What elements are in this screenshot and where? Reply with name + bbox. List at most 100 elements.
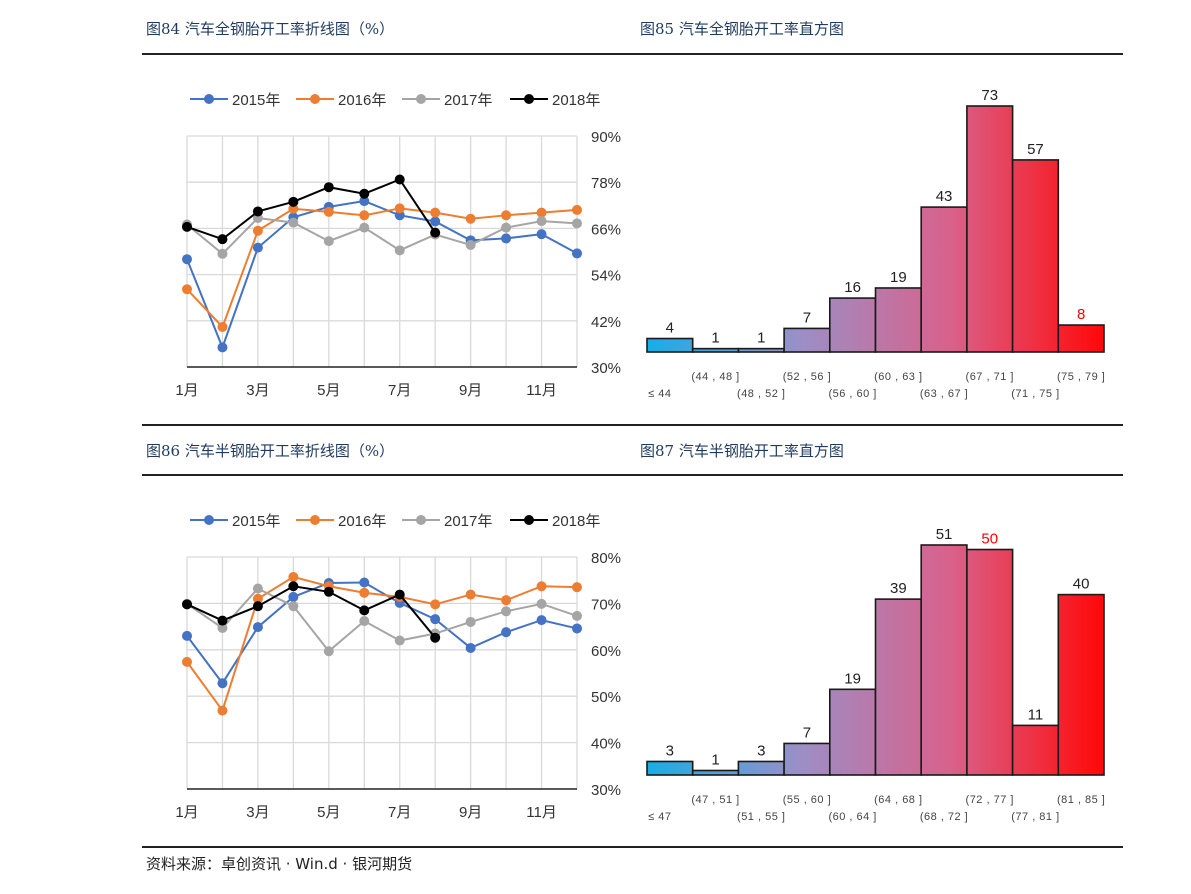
data-point bbox=[217, 342, 228, 353]
category-label: (75 , 79 ] bbox=[1057, 371, 1105, 383]
data-point bbox=[501, 627, 512, 638]
data-point bbox=[430, 227, 441, 238]
x-tick-label: 11月 bbox=[526, 382, 557, 399]
data-point bbox=[217, 622, 228, 633]
histogram-bar bbox=[646, 337, 694, 353]
x-tick-label: 1月 bbox=[175, 804, 198, 821]
legend-label: 2017年 bbox=[444, 513, 492, 530]
category-label: (81 , 85 ] bbox=[1057, 794, 1105, 806]
histogram-bar bbox=[691, 769, 740, 776]
y-tick-label: 60% bbox=[591, 643, 621, 660]
bar-value-label: 7 bbox=[803, 724, 811, 741]
y-tick-label: 90% bbox=[591, 129, 621, 146]
category-label: (68 , 72 ] bbox=[920, 811, 968, 823]
category-label: (71 , 75 ] bbox=[1011, 388, 1059, 400]
bar-value-label: 4 bbox=[666, 320, 674, 337]
histogram-bar bbox=[737, 347, 785, 353]
histogram-bar bbox=[737, 760, 785, 776]
data-point bbox=[288, 571, 299, 582]
bar-value-label: 19 bbox=[844, 670, 861, 687]
histogram-bar bbox=[783, 742, 831, 776]
bar-value-label: 51 bbox=[936, 526, 953, 543]
data-point bbox=[217, 678, 228, 689]
legend-label: 2017年 bbox=[444, 92, 492, 109]
data-point bbox=[288, 591, 299, 602]
y-tick-label: 54% bbox=[591, 268, 621, 285]
figure-85-title: 图85 汽车全钢胎开工率直方图 bbox=[640, 20, 844, 38]
bar-value-label: 8 bbox=[1077, 306, 1085, 323]
data-point bbox=[217, 248, 228, 259]
figure-86-title: 图86 汽车半钢胎开工率折线图（%） bbox=[146, 442, 395, 460]
data-point bbox=[465, 616, 476, 627]
data-point bbox=[465, 589, 476, 600]
data-point bbox=[288, 203, 299, 214]
bar-value-label: 16 bbox=[844, 279, 861, 296]
histogram-bar bbox=[646, 760, 694, 776]
histogram-bar bbox=[691, 347, 740, 353]
data-point bbox=[359, 587, 370, 598]
y-tick-label: 70% bbox=[591, 596, 621, 613]
bar-value-label: 11 bbox=[1028, 706, 1044, 723]
category-label: (72 , 77 ] bbox=[966, 794, 1014, 806]
category-label: (51 , 55 ] bbox=[737, 811, 785, 823]
legend-marker bbox=[524, 515, 534, 525]
data-point bbox=[252, 206, 263, 217]
data-point bbox=[501, 222, 512, 233]
data-point bbox=[536, 615, 547, 626]
data-point bbox=[430, 599, 441, 610]
data-point bbox=[394, 635, 405, 646]
category-label: (77 , 81 ] bbox=[1011, 811, 1059, 823]
legend-marker bbox=[310, 515, 320, 525]
data-point bbox=[252, 622, 263, 633]
data-point bbox=[572, 218, 582, 229]
data-point bbox=[501, 606, 512, 617]
bar-value-label: 73 bbox=[981, 87, 998, 104]
category-label: (67 , 71 ] bbox=[966, 371, 1014, 383]
data-point bbox=[323, 182, 334, 193]
bar-value-label: 7 bbox=[803, 309, 811, 326]
data-point bbox=[359, 196, 370, 207]
y-tick-label: 30% bbox=[591, 782, 621, 799]
series-line-2016 bbox=[186, 207, 578, 329]
bar-value-label: 3 bbox=[757, 742, 765, 759]
data-point bbox=[359, 616, 370, 627]
histogram-bar bbox=[828, 297, 877, 353]
data-point bbox=[536, 216, 547, 227]
data-point bbox=[536, 581, 547, 592]
bar-value-label: 1 bbox=[711, 751, 719, 768]
data-point bbox=[252, 225, 263, 236]
category-label: (55 , 60 ] bbox=[783, 794, 831, 806]
legend-label: 2018年 bbox=[552, 513, 600, 530]
legend-marker bbox=[204, 515, 214, 525]
histogram-bar bbox=[874, 287, 923, 353]
histogram-semi-steel-tire: 3 ≤ 47 1 (47 , 51 ] 3 (51 , 55 ] 7 (55 , 60 ] 19… bbox=[646, 526, 1105, 823]
category-label: (63 , 67 ] bbox=[920, 388, 968, 400]
data-point bbox=[217, 615, 228, 626]
x-tick-label: 1月 bbox=[175, 382, 198, 399]
line-chart-semi-steel-tire: 30% 40% 50% 60% 70% 80% 1月 3月 5月 7月 9月 11月 2015年 2016… bbox=[175, 513, 621, 821]
data-point bbox=[501, 233, 512, 244]
data-point bbox=[501, 210, 512, 221]
data-point bbox=[288, 217, 299, 228]
x-tick-label: 9月 bbox=[459, 382, 482, 399]
data-point bbox=[252, 242, 263, 253]
category-label: (44 , 48 ] bbox=[691, 371, 739, 383]
line-chart-full-steel-tire: 30% 42% 54% 66% 78% 90% 1月 3月 5月 7月 9月 11月 2015年 2016… bbox=[175, 92, 621, 399]
data-point bbox=[394, 589, 405, 600]
data-point bbox=[217, 234, 228, 245]
series-line-2018 bbox=[186, 178, 437, 241]
bar-value-label: 57 bbox=[1027, 141, 1044, 158]
data-point bbox=[359, 577, 370, 588]
histogram-bar bbox=[966, 105, 1014, 353]
bar-value-label: 39 bbox=[890, 580, 907, 597]
histogram-bar bbox=[783, 327, 831, 353]
category-label: (52 , 56 ] bbox=[783, 371, 831, 383]
bar-value-label: 1 bbox=[711, 330, 719, 347]
data-point bbox=[501, 595, 512, 606]
category-label: (47 , 51 ] bbox=[691, 794, 739, 806]
data-point bbox=[430, 207, 441, 218]
data-point bbox=[182, 630, 192, 641]
data-point bbox=[359, 605, 370, 616]
source-note: 资料来源：卓创资讯 · Win.d · 银河期货 bbox=[146, 855, 413, 873]
x-tick-label: 3月 bbox=[246, 382, 269, 399]
